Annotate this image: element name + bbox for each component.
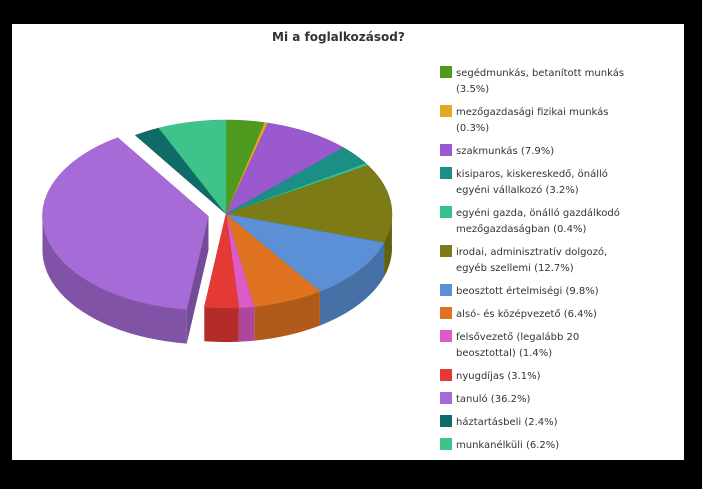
legend-swatch: [440, 144, 452, 156]
legend-label: egyéni gazda, önálló gazdálkodó mezőgazda…: [456, 206, 678, 238]
legend-swatch: [440, 392, 452, 404]
legend-swatch: [440, 66, 452, 78]
pie-slice: [225, 165, 393, 244]
legend-label: kisiparos, kiskereskedő, önálló egyéni vá…: [456, 167, 678, 199]
pie-slice: [225, 213, 321, 307]
pie-slice-side: [384, 211, 392, 277]
chart-panel: Mi a foglalkozásod? segédmunkás, betanít…: [12, 24, 684, 460]
pie-tops: [42, 119, 393, 310]
legend-label-line: mezőgazdaságban (0.4%): [456, 224, 587, 235]
legend-label-line: mezőgazdasági fizikai munkás: [456, 107, 609, 118]
pie-slice: [42, 137, 209, 310]
legend-label: háztartásbeli (2.4%): [456, 415, 678, 431]
pie-slice: [225, 147, 367, 215]
legend-label-line: egyéni vállalkozó (3.2%): [456, 185, 579, 196]
pie-slice-side: [42, 214, 187, 344]
pie-slice: [225, 119, 266, 215]
legend-label-line: szakmunkás (7.9%): [456, 146, 555, 157]
legend-label-line: alsó- és középvezető (6.4%): [456, 309, 597, 320]
legend-label-line: (3.5%): [456, 84, 490, 95]
pie-slice: [225, 213, 385, 292]
legend-swatch: [440, 307, 452, 319]
legend-label-line: munkanélküli (6.2%): [456, 440, 560, 451]
legend-label-line: egyéb szellemi (12.7%): [456, 263, 574, 274]
legend-swatch: [440, 284, 452, 296]
legend-label-line: háztartásbeli (2.4%): [456, 417, 558, 428]
legend-label: segédmunkás, betanított munkás (3.5%): [456, 66, 678, 98]
legend-swatch: [440, 438, 452, 450]
pie-slice: [225, 122, 344, 215]
legend-label-line: beosztottal) (1.4%): [456, 348, 553, 359]
legend-label: beosztott értelmiségi (9.8%): [456, 284, 678, 300]
legend-label: szakmunkás (7.9%): [456, 144, 678, 160]
pie-slice-wall: [186, 216, 209, 344]
legend-label: irodai, adminisztratív dolgozó, egyéb sze…: [456, 245, 678, 277]
legend-label-line: tanuló (36.2%): [456, 394, 531, 405]
legend-label: mezőgazdasági fizikai munkás (0.3%): [456, 105, 678, 137]
pie-slice-side: [254, 291, 320, 341]
legend-label-line: egyéni gazda, önálló gazdálkodó: [456, 208, 620, 219]
pie-slice-side: [204, 307, 239, 342]
legend-swatch: [440, 206, 452, 218]
legend-label: tanuló (36.2%): [456, 392, 678, 408]
legend-label-line: beosztott értelmiségi (9.8%): [456, 286, 599, 297]
legend-label: nyugdíjas (3.1%): [456, 369, 678, 385]
legend-swatch: [440, 330, 452, 342]
pie-slice-side: [238, 306, 255, 342]
legend-label-line: nyugdíjas (3.1%): [456, 371, 541, 382]
legend-label-line: irodai, adminisztratív dolgozó,: [456, 247, 608, 258]
legend-label: felsővezető (legalább 20 beosztottal) (1.…: [456, 330, 678, 362]
legend-label: alsó- és középvezető (6.4%): [456, 307, 678, 323]
pie-slice-side: [319, 242, 385, 326]
legend-swatch: [440, 245, 452, 257]
legend-label-line: segédmunkás, betanított munkás: [456, 68, 625, 79]
legend-label-line: kisiparos, kiskereskedő, önálló: [456, 169, 608, 180]
pie-chart: [42, 119, 393, 344]
legend-swatch: [440, 105, 452, 117]
legend-label-line: (0.3%): [456, 123, 490, 134]
legend-swatch: [440, 167, 452, 179]
pie-slice: [203, 213, 240, 309]
chart-title: Mi a foglalkozásod?: [272, 30, 405, 44]
pie-slice: [158, 119, 227, 215]
legend-swatch: [440, 369, 452, 381]
legend-swatch: [440, 415, 452, 427]
legend-label: munkanélküli (6.2%): [456, 438, 678, 454]
legend-label-line: felsővezető (legalább 20: [456, 332, 580, 343]
